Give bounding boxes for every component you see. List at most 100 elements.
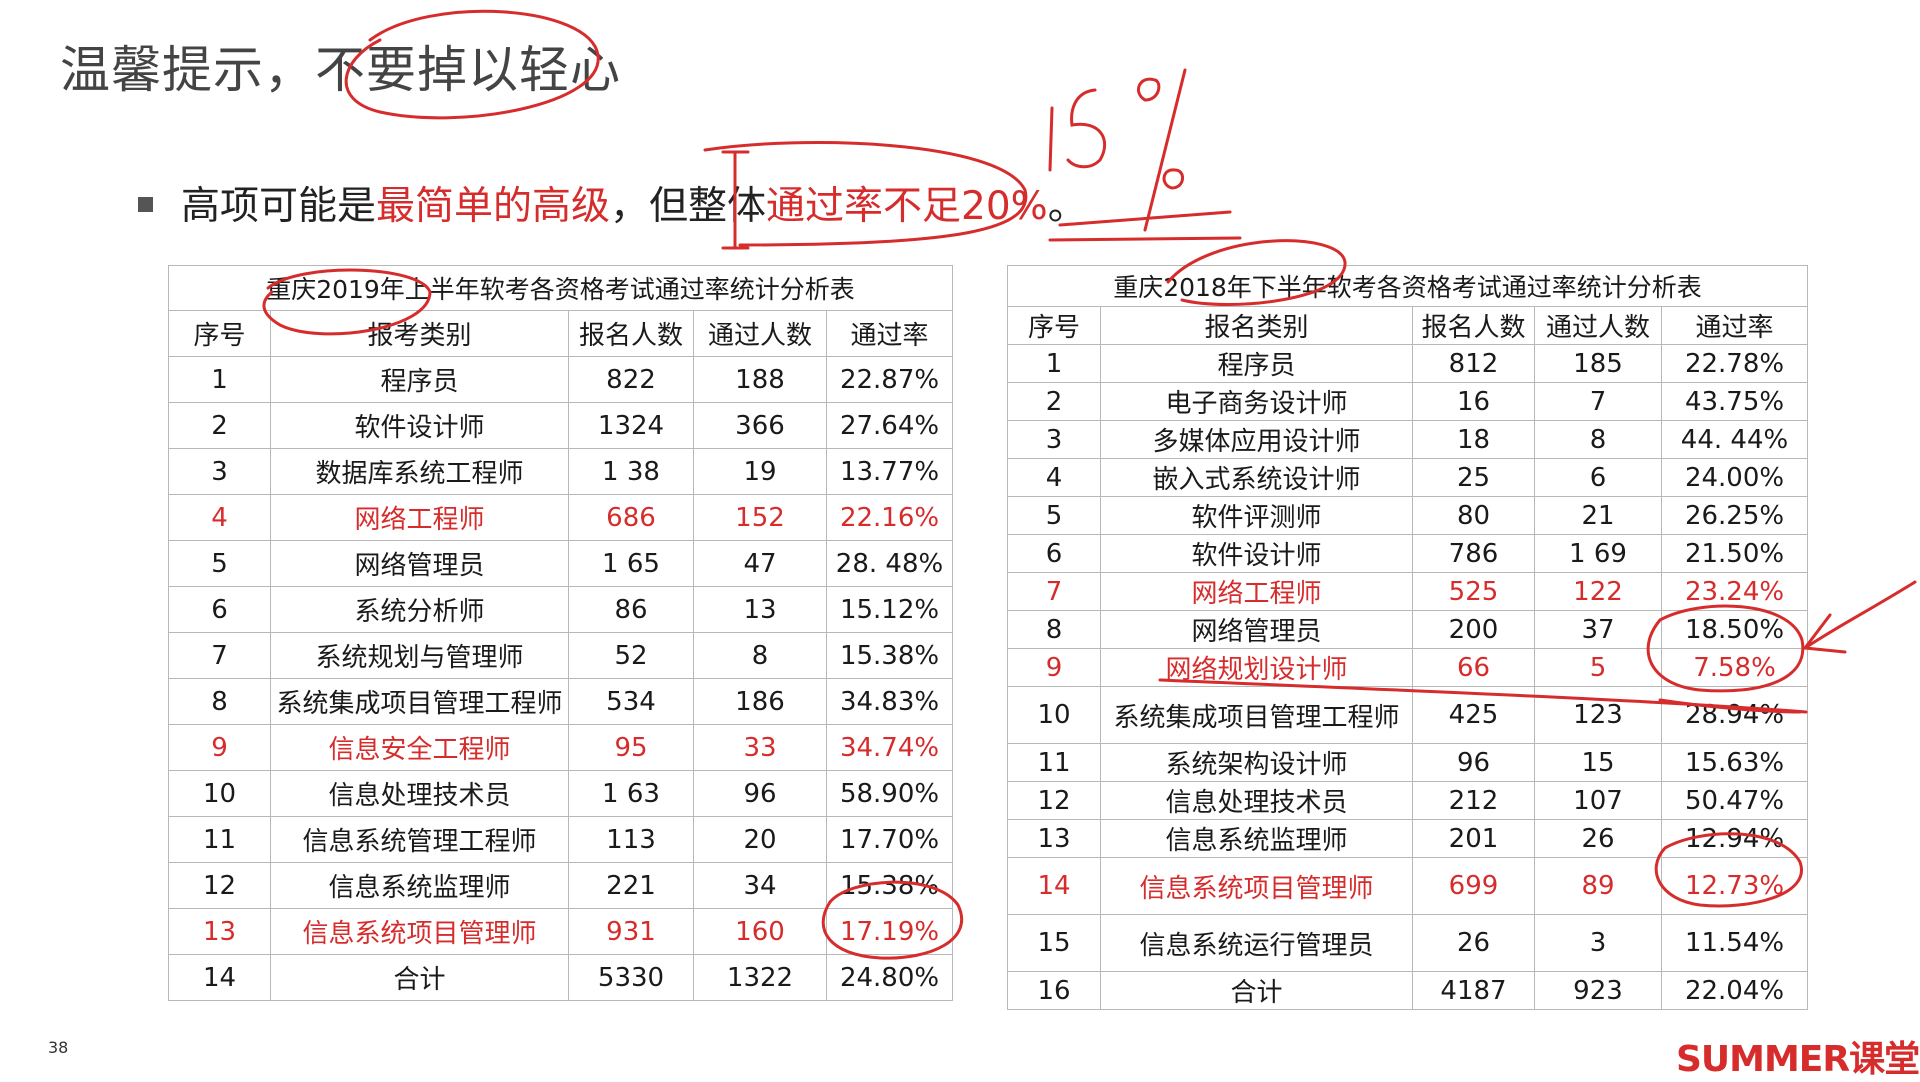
table-cell: 7	[1007, 572, 1101, 611]
table-cell: 13	[693, 586, 827, 633]
table-cell: 6	[1007, 534, 1101, 573]
table-cell: 188	[693, 356, 827, 403]
table-row: 9 网络规划设计师 66 5 7.58%	[1007, 648, 1809, 687]
table-cell: 14	[168, 954, 271, 1001]
table-row: 11 系统架构设计师 96 15 15.63%	[1007, 743, 1809, 782]
column-header: 序号	[1007, 306, 1101, 345]
table-cell: 11.54%	[1660, 914, 1809, 972]
table-cell: 931	[568, 908, 694, 955]
table-cell: 软件设计师	[1100, 534, 1413, 573]
table-cell: 28.94%	[1660, 686, 1809, 744]
table-cell: 96	[693, 770, 827, 817]
table-cell: 80	[1412, 496, 1535, 535]
table-cell: 95	[568, 724, 694, 771]
table-cell: 10	[1007, 686, 1101, 744]
table-row: 4 网络工程师 686 152 22.16%	[168, 494, 954, 541]
table-cell: 33	[693, 724, 827, 771]
table-cell: 786	[1412, 534, 1535, 573]
table-cell: 15.12%	[825, 586, 954, 633]
table-cell: 软件评测师	[1100, 496, 1413, 535]
table-cell: 27.64%	[825, 402, 954, 449]
table-cell: 25	[1412, 458, 1535, 497]
table-cell: 5	[1007, 496, 1101, 535]
bullet-highlight-pass-rate: 通过率不足20%	[766, 184, 1048, 229]
table-cell: 185	[1534, 344, 1662, 383]
table-cell: 28. 48%	[825, 540, 954, 587]
table-cell: 34.83%	[825, 678, 954, 725]
table-row: 8 系统集成项目管理工程师 534 186 34.83%	[168, 678, 954, 725]
table-cell: 107	[1534, 781, 1662, 820]
table-cell: 9	[168, 724, 271, 771]
table-cell: 信息处理技术员	[270, 770, 569, 817]
table-cell: 89	[1534, 857, 1662, 915]
table-cell: 13	[168, 908, 271, 955]
square-bullet-icon	[138, 197, 153, 212]
table-cell: 17.19%	[825, 908, 954, 955]
table-cell: 22.16%	[825, 494, 954, 541]
table-row: 11 信息系统管理工程师 113 20 17.70%	[168, 816, 954, 863]
table-cell: 22.78%	[1660, 344, 1809, 383]
header-row: 序号 报考类别 报名人数 通过人数 通过率	[168, 310, 954, 357]
table-cell: 系统规划与管理师	[270, 632, 569, 679]
table-cell: 1 38	[568, 448, 694, 495]
table-row: 1 程序员 812 185 22.78%	[1007, 344, 1809, 383]
table-cell: 200	[1412, 610, 1535, 649]
logo-brand: SUMMER	[1676, 1039, 1850, 1080]
table-cell: 12.94%	[1660, 819, 1809, 858]
table-cell: 7	[1534, 382, 1662, 421]
table-cell: 12.73%	[1660, 857, 1809, 915]
table-cell: 1 69	[1534, 534, 1662, 573]
table-cell: 22.04%	[1660, 971, 1809, 1010]
table-row: 3 多媒体应用设计师 18 8 44. 44%	[1007, 420, 1809, 459]
table-row: 7 系统规划与管理师 52 8 15.38%	[168, 632, 954, 679]
column-header: 通过人数	[693, 310, 827, 357]
table-cell: 7	[168, 632, 271, 679]
table-row: 14 信息系统项目管理师 699 89 12.73%	[1007, 857, 1809, 915]
table-cell: 22.87%	[825, 356, 954, 403]
table-cell: 812	[1412, 344, 1535, 383]
table-cell: 534	[568, 678, 694, 725]
table-cell: 17.70%	[825, 816, 954, 863]
table-cell: 信息系统项目管理师	[270, 908, 569, 955]
table-cell: 16	[1007, 971, 1101, 1010]
table-cell: 26	[1412, 914, 1535, 972]
table-cell: 合计	[1100, 971, 1413, 1010]
table-cell: 44. 44%	[1660, 420, 1809, 459]
table-cell: 47	[693, 540, 827, 587]
table-2018-second-half: 重庆2018年下半年软考各资格考试通过率统计分析表 序号 报名类别 报名人数 通过人数…	[1006, 265, 1809, 1010]
table-cell: 19	[693, 448, 827, 495]
table-cell: 10	[168, 770, 271, 817]
table-cell: 5330	[568, 954, 694, 1001]
table-cell: 221	[568, 862, 694, 909]
table-cell: 12	[1007, 781, 1101, 820]
table-cell: 21	[1534, 496, 1662, 535]
table-cell: 1	[1007, 344, 1101, 383]
table-cell: 信息系统监理师	[1100, 819, 1413, 858]
table-cell: 686	[568, 494, 694, 541]
table-cell: 16	[1412, 382, 1535, 421]
table-cell: 37	[1534, 610, 1662, 649]
table-cell: 8	[1007, 610, 1101, 649]
table-row: 6 系统分析师 86 13 15.12%	[168, 586, 954, 633]
table-row: 4 嵌入式系统设计师 25 6 24.00%	[1007, 458, 1809, 497]
table-cell: 8	[693, 632, 827, 679]
page-number: 38	[48, 1038, 69, 1057]
table-cell: 2	[1007, 382, 1101, 421]
table-row: 13 信息系统监理师 201 26 12.94%	[1007, 819, 1809, 858]
table-cell: 4187	[1412, 971, 1535, 1010]
table-row: 9 信息安全工程师 95 33 34.74%	[168, 724, 954, 771]
bullet-text-suffix: 。	[1047, 184, 1087, 229]
table-cell: 18.50%	[1660, 610, 1809, 649]
column-header: 报名类别	[1100, 306, 1413, 345]
table-cell: 9	[1007, 648, 1101, 687]
table-row: 5 网络管理员 1 65 47 28. 48%	[168, 540, 954, 587]
table-cell: 5	[168, 540, 271, 587]
table-cell: 50.47%	[1660, 781, 1809, 820]
table-cell: 18	[1412, 420, 1535, 459]
table-cell: 多媒体应用设计师	[1100, 420, 1413, 459]
table-cell: 24.00%	[1660, 458, 1809, 497]
table-cell: 信息系统项目管理师	[1100, 857, 1413, 915]
table-cell: 信息系统管理工程师	[270, 816, 569, 863]
bullet-text-prefix: 高项可能是	[181, 184, 377, 229]
table-cell: 1 63	[568, 770, 694, 817]
